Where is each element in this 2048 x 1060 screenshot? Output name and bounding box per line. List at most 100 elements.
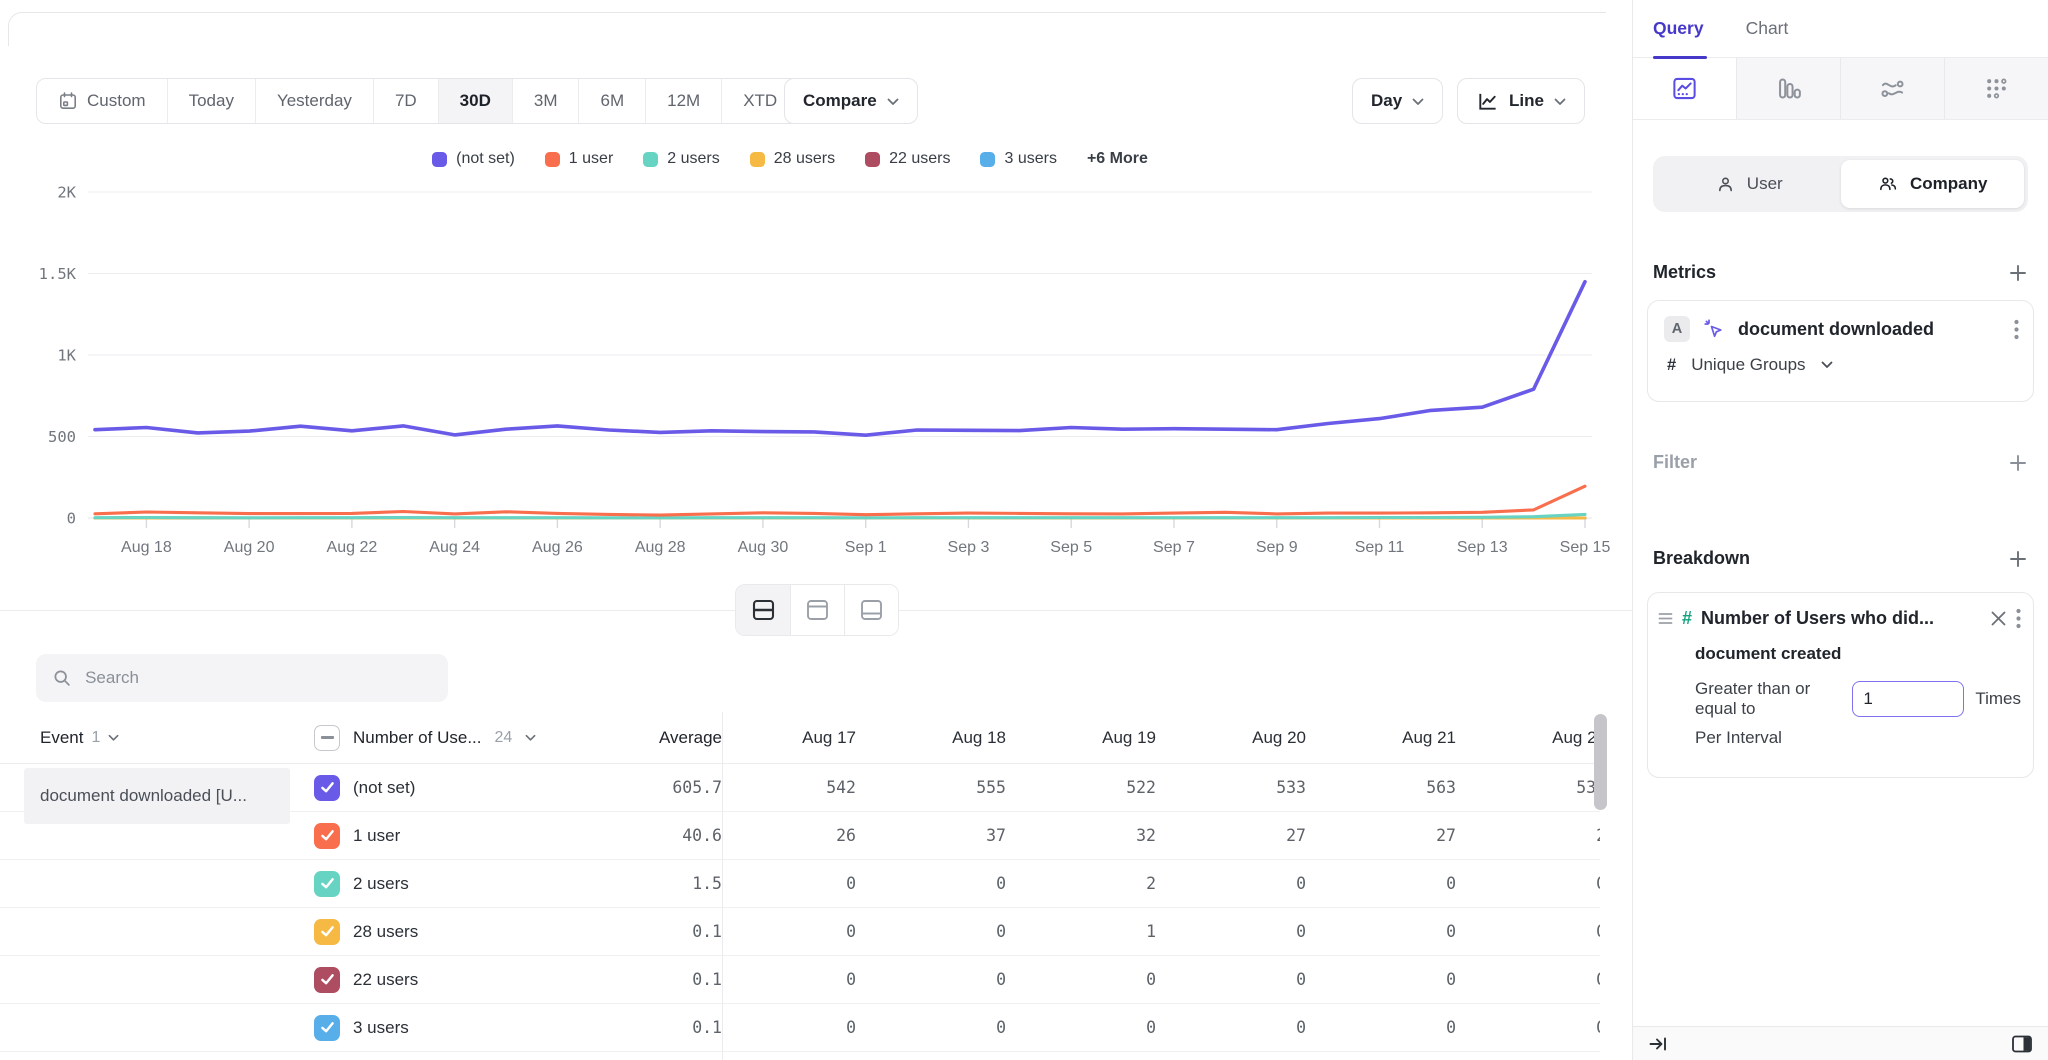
breakdown-property-name[interactable]: Number of Users who did...	[1701, 608, 1935, 628]
condition-operator[interactable]: Greater than or equal to	[1695, 679, 1811, 718]
compare-button[interactable]: Compare	[784, 78, 918, 124]
breakdown-event-name[interactable]: document created	[1695, 644, 1842, 663]
range-label: 6M	[600, 91, 625, 110]
legend-item[interactable]: 28 users	[749, 150, 835, 168]
cell-value: 0	[846, 874, 856, 893]
tab-query[interactable]: Query	[1653, 18, 1704, 38]
y-axis-label: 1K	[57, 347, 76, 365]
chart-type-dropdown[interactable]: Line	[1457, 78, 1585, 124]
range-yesterday[interactable]: Yesterday	[254, 79, 373, 123]
plus-icon	[2010, 454, 2026, 471]
cell-value: 563	[1426, 778, 1456, 797]
series-checkbox[interactable]	[314, 870, 340, 897]
tab-chart[interactable]: Chart	[1745, 18, 1789, 38]
series-column-header[interactable]: Number of Use... 24	[300, 724, 562, 751]
y-axis-label: 2K	[57, 184, 76, 202]
legend-item[interactable]: 2 users	[643, 150, 720, 168]
metric-menu-button[interactable]	[2014, 319, 2019, 340]
per-interval-label[interactable]: Per Interval	[1695, 728, 1782, 747]
close-icon	[1991, 611, 2006, 626]
cell-value: 0	[1296, 922, 1306, 941]
event-cell[interactable]: document downloaded [U...	[24, 768, 290, 824]
aggregation-dropdown[interactable]: Unique Groups	[1691, 355, 1806, 374]
check-icon	[320, 926, 334, 937]
x-axis-label: Sep 5	[1050, 539, 1092, 556]
range-12m[interactable]: 12M	[645, 79, 722, 123]
collapse-panel-button[interactable]	[1648, 1034, 1668, 1054]
legend-swatch	[432, 151, 448, 167]
cell-value: 1	[1146, 922, 1156, 941]
calendar-icon	[59, 92, 76, 109]
toggle-side-panel-button[interactable]	[2011, 1034, 2033, 1054]
select-all-checkbox[interactable]	[314, 724, 340, 751]
breakdown-menu-button[interactable]	[2016, 608, 2021, 629]
line-chart-type-button[interactable]	[1633, 58, 1736, 119]
times-value-input[interactable]	[1852, 681, 1965, 717]
scatter-chart-type-button[interactable]	[1944, 58, 2048, 119]
search-input[interactable]	[85, 668, 432, 688]
range-7d[interactable]: 7D	[372, 79, 438, 123]
legend-swatch	[749, 151, 765, 167]
drag-handle-icon[interactable]	[1658, 612, 1673, 625]
legend-item[interactable]: 3 users	[980, 150, 1057, 168]
legend-item[interactable]: 22 users	[865, 150, 950, 168]
series-line-2-users[interactable]	[93, 512, 1587, 520]
series-line--not-set-[interactable]	[93, 279, 1587, 438]
breakdown-title: Breakdown	[1653, 548, 1751, 568]
chart-only-view-button[interactable]	[790, 585, 844, 635]
chart-type-switcher	[1633, 58, 2048, 120]
series-checkbox[interactable]	[314, 822, 340, 849]
legend-label: (not set)	[456, 150, 515, 167]
line-chart: 0 500 1K 1.5K 2K Aug 18 Aug 20 Aug 22 Aug 24 Aug …	[0, 178, 1632, 578]
interval-dropdown[interactable]: Day	[1352, 78, 1444, 124]
legend-item[interactable]: (not set)	[432, 150, 515, 168]
remove-breakdown-button[interactable]	[1990, 610, 2007, 627]
series-cell: 28 users	[300, 918, 562, 945]
chart-svg: 0 500 1K 1.5K 2K Aug 18 Aug 20 Aug 22 Aug 24 Aug …	[39, 184, 1611, 557]
series-label: 1 user	[353, 825, 401, 845]
series-checkbox[interactable]	[314, 774, 340, 801]
legend-more-button[interactable]: +6 More	[1086, 150, 1148, 167]
range-custom[interactable]: Custom	[37, 79, 167, 123]
entity-option-company[interactable]: Company	[1840, 160, 2024, 208]
chart-toolbar: Custom Today Yesterday 7D 30D 3M 6M 12M XTD Comp…	[0, 78, 1632, 124]
flow-chart-type-button[interactable]	[1840, 58, 1944, 119]
range-label: 3M	[533, 91, 558, 110]
table-only-view-icon	[861, 600, 882, 620]
series-label: (not set)	[353, 777, 416, 797]
event-column-header[interactable]: Event 1	[0, 728, 300, 748]
range-today[interactable]: Today	[166, 79, 255, 123]
x-axis-label: Aug 28	[635, 539, 686, 556]
range-30d[interactable]: 30D	[437, 79, 512, 123]
metric-name[interactable]: document downloaded	[1738, 318, 1934, 339]
date-column-header: Aug 20	[1252, 727, 1306, 747]
table-row: 3 users 0.1 0 0 0 0 0 0	[0, 1004, 1600, 1052]
range-3m[interactable]: 3M	[511, 79, 579, 123]
series-checkbox[interactable]	[314, 1014, 340, 1041]
average-column-header: Average	[658, 727, 722, 747]
split-view-button[interactable]	[736, 585, 790, 635]
entity-option-user[interactable]: User	[1657, 160, 1841, 208]
chevron-down-icon	[1412, 98, 1424, 105]
add-filter-button[interactable]	[2008, 453, 2028, 473]
interval-label: Day	[1371, 91, 1403, 110]
series-checkbox[interactable]	[314, 966, 340, 993]
y-axis-label: 1.5K	[39, 265, 77, 283]
bar-chart-type-button[interactable]	[1736, 58, 1840, 119]
breakdown-card-header: # Number of Users who did...	[1658, 608, 2021, 629]
table-only-view-button[interactable]	[844, 585, 898, 635]
table-scrollbar[interactable]	[1594, 714, 1607, 810]
kebab-menu-icon	[2014, 319, 2019, 339]
add-metric-button[interactable]	[2008, 263, 2028, 283]
legend-item[interactable]: 1 user	[544, 150, 613, 168]
cell-value: 0	[1296, 970, 1306, 989]
range-6m[interactable]: 6M	[578, 79, 646, 123]
add-breakdown-button[interactable]	[2008, 549, 2028, 569]
series-checkbox[interactable]	[314, 918, 340, 945]
panel-tabs: Query Chart	[1633, 0, 2048, 59]
x-axis-label: Sep 1	[845, 539, 887, 556]
times-unit-label: Times	[1975, 689, 2021, 708]
cell-value: 27	[1286, 826, 1306, 845]
x-axis-label: Aug 18	[121, 539, 172, 556]
series-line-1-user[interactable]	[93, 484, 1587, 517]
